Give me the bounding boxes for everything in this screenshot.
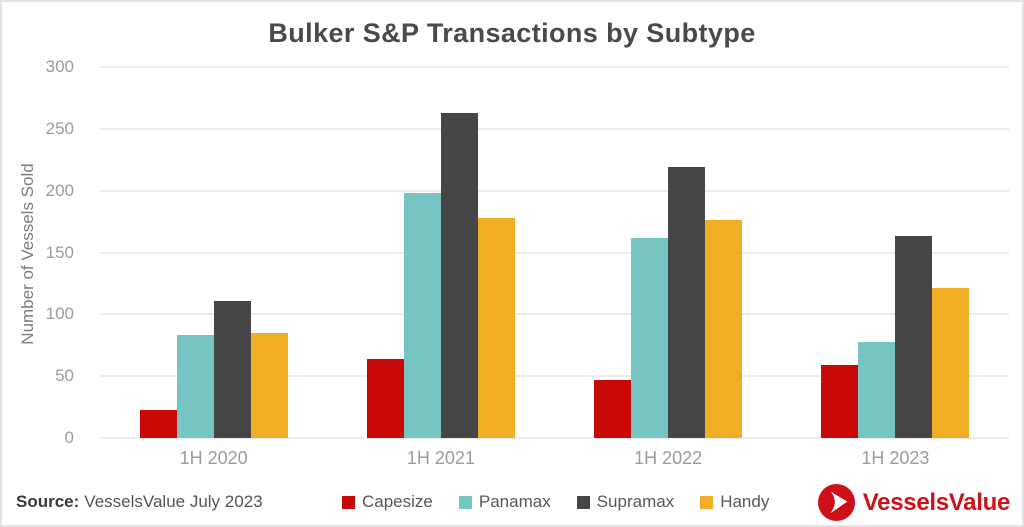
gridline-150 bbox=[100, 251, 1009, 254]
legend-item-capesize: Capesize bbox=[342, 492, 433, 512]
y-tick-label-100: 100 bbox=[45, 304, 74, 324]
y-tick-label-200: 200 bbox=[45, 180, 74, 200]
y-tick-label-300: 300 bbox=[45, 57, 74, 76]
gridline-200 bbox=[100, 189, 1009, 192]
legend-item-supramax: Supramax bbox=[576, 492, 675, 512]
capesize-swatch-icon bbox=[342, 495, 355, 509]
supramax-swatch-icon bbox=[576, 495, 590, 509]
bar-panamax-1h-2023 bbox=[858, 341, 896, 438]
bar-capesize-1h-2022 bbox=[594, 379, 632, 438]
legend-item-handy: Handy bbox=[700, 492, 769, 512]
legend-label: Panamax bbox=[478, 492, 551, 511]
gridline-100 bbox=[100, 313, 1009, 316]
bar-handy-1h-2022 bbox=[705, 220, 743, 438]
gridline-50 bbox=[100, 375, 1009, 378]
y-tick-label-150: 150 bbox=[45, 242, 74, 262]
y-tick-labels: 0 50 100 150 200 250 300 bbox=[10, 57, 80, 447]
legend-label: Supramax bbox=[596, 492, 675, 511]
bar-supramax-1h-2021 bbox=[440, 112, 478, 438]
y-tick-label-0: 0 bbox=[64, 428, 74, 447]
bar-supramax-1h-2022 bbox=[668, 167, 706, 438]
x-tick-label-1h-2021: 1H 2021 bbox=[406, 448, 475, 468]
bar-capesize-1h-2023 bbox=[821, 365, 859, 438]
bar-panamax-1h-2020 bbox=[176, 335, 214, 438]
bar-handy-1h-2021 bbox=[477, 217, 515, 438]
plot-area bbox=[100, 66, 1009, 439]
panamax-swatch-icon bbox=[458, 495, 472, 509]
logo-text: VesselsValue bbox=[862, 488, 1011, 516]
gridline-0 bbox=[100, 437, 1009, 439]
y-tick-label-250: 250 bbox=[45, 118, 74, 138]
legend-label: Handy bbox=[720, 492, 770, 511]
bar-panamax-1h-2021 bbox=[403, 193, 441, 438]
bar-handy-1h-2023 bbox=[932, 288, 970, 438]
bar-supramax-1h-2020 bbox=[213, 300, 251, 438]
legend-item-panamax: Panamax bbox=[458, 492, 551, 512]
bar-capesize-1h-2020 bbox=[139, 409, 177, 438]
legend-label: Capesize bbox=[362, 492, 433, 511]
bar-capesize-1h-2021 bbox=[366, 358, 404, 438]
bar-handy-1h-2020 bbox=[250, 332, 288, 438]
vesselsvalue-logo: VesselsValue bbox=[817, 484, 1011, 521]
x-tick-label-1h-2023: 1H 2023 bbox=[861, 448, 930, 468]
source-note: Source: VesselsValue July 2023 bbox=[16, 492, 263, 512]
handy-swatch-icon bbox=[700, 495, 714, 509]
x-tick-label-1h-2020: 1H 2020 bbox=[179, 448, 248, 468]
bar-supramax-1h-2023 bbox=[895, 236, 933, 438]
source-text: VesselsValue July 2023 bbox=[84, 492, 263, 511]
gridline-300 bbox=[100, 66, 1009, 68]
gridline-250 bbox=[100, 127, 1009, 130]
x-tick-label-1h-2022: 1H 2022 bbox=[634, 448, 703, 468]
chart-title: Bulker S&P Transactions by Subtype bbox=[268, 18, 756, 48]
y-tick-label-50: 50 bbox=[55, 366, 74, 386]
legend: Capesize Panamax Supramax Handy bbox=[342, 492, 769, 512]
vesselsvalue-sail-circle-icon bbox=[817, 484, 855, 521]
x-tick-labels: 1H 2020 1H 2021 1H 2022 1H 2023 bbox=[100, 448, 1009, 472]
source-label: Source: bbox=[16, 492, 80, 511]
bar-panamax-1h-2022 bbox=[631, 237, 669, 438]
